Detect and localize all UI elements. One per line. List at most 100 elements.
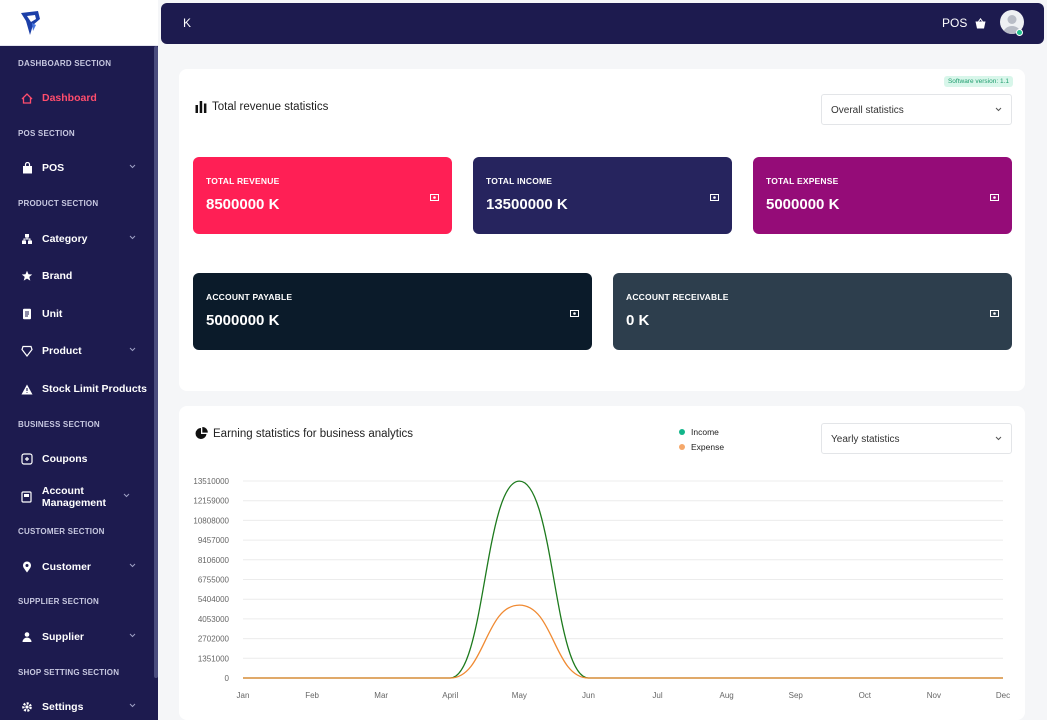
sidebar-item-settings[interactable]: Settings (0, 692, 150, 720)
stat-label: TOTAL INCOME (486, 176, 553, 186)
chevron-down-icon (129, 563, 136, 568)
x-tick-label: Sep (789, 691, 804, 700)
section-customer-label: CUSTOMER SECTION (18, 527, 105, 536)
money-icon (430, 194, 439, 201)
x-tick-label: Dec (996, 691, 1010, 700)
sidebar-item-supplier[interactable]: Supplier (0, 622, 150, 652)
category-icon (20, 232, 34, 246)
earning-statistics-card: Earning statistics for business analytic… (179, 406, 1025, 720)
online-status-indicator (1016, 29, 1023, 36)
y-tick-label: 9457000 (198, 536, 230, 545)
stat-label: ACCOUNT PAYABLE (206, 292, 293, 302)
sidebar-item-coupons[interactable]: Coupons (0, 444, 150, 474)
y-tick-label: 12159000 (193, 497, 229, 506)
section-pos-label: POS SECTION (18, 129, 75, 138)
sidebar-item-pos[interactable]: POS (0, 153, 150, 183)
y-tick-label: 10808000 (193, 516, 229, 525)
sidebar-item-account-management[interactable]: Account Management (0, 482, 150, 512)
overall-statistics-select[interactable]: Overall statistics (821, 94, 1012, 125)
sidebar-item-dashboard[interactable]: Dashboard (0, 83, 150, 113)
logo-area (0, 0, 158, 46)
x-tick-label: Mar (374, 691, 388, 700)
sidebar-item-label: Account Management (41, 485, 107, 509)
sidebar-item-stock-limit[interactable]: Stock Limit Products (0, 374, 150, 404)
sidebar-item-customer[interactable]: Customer (0, 552, 150, 582)
pos-link[interactable]: POS (942, 16, 968, 30)
shopping-bag-icon[interactable] (975, 16, 986, 34)
revenue-title-text: Total revenue statistics (212, 100, 329, 113)
stat-value: 5000000 K (766, 196, 840, 213)
money-icon (710, 194, 719, 201)
account-receivable-card: ACCOUNT RECEIVABLE 0 K (613, 273, 1012, 350)
home-icon (20, 91, 34, 105)
y-tick-label: 5404000 (198, 595, 230, 604)
chevron-down-icon (129, 235, 136, 240)
document-icon (20, 307, 34, 321)
revenue-title: Total revenue statistics (195, 100, 328, 113)
section-supplier-label: SUPPLIER SECTION (18, 597, 99, 606)
yearly-statistics-select[interactable]: Yearly statistics (821, 423, 1012, 454)
x-tick-label: Jan (237, 691, 250, 700)
stat-label: TOTAL REVENUE (206, 176, 280, 186)
legend-income-label: Income (691, 426, 719, 437)
sidebar-item-label: Product (42, 345, 82, 357)
account-icon (20, 490, 34, 504)
y-tick-label: 0 (225, 674, 230, 683)
chevron-down-icon (129, 703, 136, 708)
chevron-down-icon (995, 107, 1002, 112)
x-tick-label: Aug (720, 691, 734, 700)
section-dashboard-label: DASHBOARD SECTION (18, 59, 112, 68)
y-tick-label: 2702000 (198, 635, 230, 644)
chart-legend: Income Expense (679, 424, 724, 454)
star-icon (20, 269, 34, 283)
legend-income[interactable]: Income (679, 424, 724, 439)
sidebar-item-label: Supplier (42, 631, 85, 643)
software-version-badge: Software version: 1.1 (943, 76, 1013, 87)
y-tick-label: 1351000 (198, 654, 230, 663)
total-revenue-card: TOTAL REVENUE 8500000 K (193, 157, 452, 234)
earning-title: Earning statistics for business analytic… (195, 427, 413, 440)
x-tick-label: April (442, 691, 458, 700)
currency-button[interactable]: K (183, 16, 192, 30)
supplier-icon (20, 630, 34, 644)
brand-logo-icon[interactable] (18, 9, 44, 37)
sidebar-item-category[interactable]: Category (0, 224, 150, 254)
stat-value: 0 K (626, 312, 650, 329)
stat-label: TOTAL EXPENSE (766, 176, 839, 186)
user-avatar[interactable] (1000, 10, 1024, 34)
total-income-card: TOTAL INCOME 13500000 K (473, 157, 732, 234)
diamond-icon (20, 344, 34, 358)
sidebar-item-product[interactable]: Product (0, 336, 150, 366)
sidebar-item-label: Category (42, 233, 88, 245)
bag-icon (20, 161, 34, 175)
sidebar-item-label: Stock Limit Products (42, 383, 148, 395)
chevron-down-icon (995, 436, 1002, 441)
chevron-down-icon (129, 347, 136, 352)
x-tick-label: Oct (859, 691, 872, 700)
y-tick-label: 13510000 (193, 477, 229, 486)
section-business-label: BUSINESS SECTION (18, 420, 100, 429)
select-value: Yearly statistics (831, 434, 900, 445)
total-expense-card: TOTAL EXPENSE 5000000 K (753, 157, 1012, 234)
section-product-label: PRODUCT SECTION (18, 199, 99, 208)
x-tick-label: Nov (927, 691, 941, 700)
bar-chart-icon (195, 100, 207, 113)
stat-value: 5000000 K (206, 312, 280, 329)
location-icon (20, 560, 34, 574)
y-tick-label: 8106000 (198, 556, 230, 565)
series-line-expense[interactable] (243, 604, 1003, 679)
stat-value: 13500000 K (486, 196, 568, 213)
money-icon (990, 194, 999, 201)
pie-chart-icon (195, 427, 208, 440)
sidebar: DASHBOARD SECTION Dashboard POS SECTION … (0, 0, 158, 720)
sidebar-item-unit[interactable]: Unit (0, 299, 150, 329)
stat-label: ACCOUNT RECEIVABLE (626, 292, 729, 302)
y-tick-label: 4053000 (198, 615, 230, 624)
sidebar-item-brand[interactable]: Brand (0, 261, 150, 291)
account-payable-card: ACCOUNT PAYABLE 5000000 K (193, 273, 592, 350)
legend-expense[interactable]: Expense (679, 439, 724, 454)
chevron-down-icon (129, 633, 136, 638)
select-value: Overall statistics (831, 105, 904, 116)
warning-icon (20, 382, 34, 396)
sidebar-scrollbar[interactable] (154, 46, 158, 678)
